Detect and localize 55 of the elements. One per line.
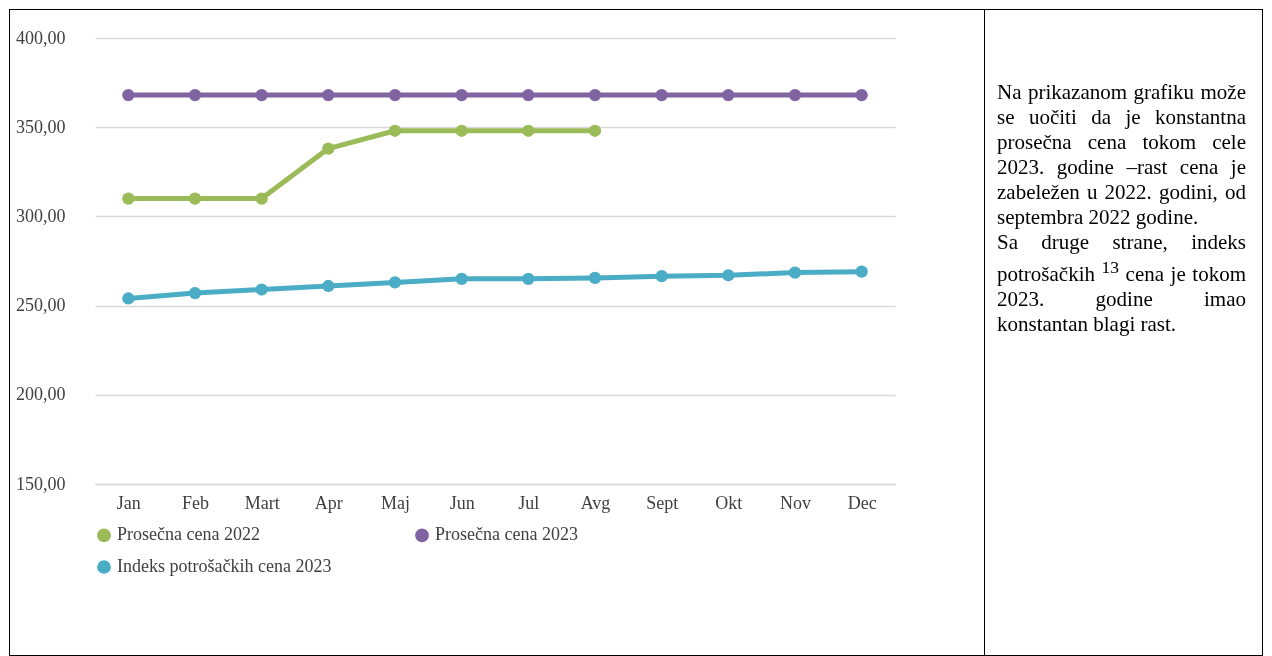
y-tick-label: 150,00 [16,473,66,494]
y-tick-label: 350,00 [16,116,66,137]
text: Na prikazanom grafiku može se uočiti da je konstantna prosečna cena tokom cele 2023. godine –rast cena je zabeležen u 2022. godini, od septembra 2022 godine. [997,80,1246,230]
point [788,88,802,102]
point [722,269,735,282]
point [655,88,668,102]
x-tick-label: Sept [646,492,679,513]
point [855,88,868,102]
point [322,142,335,155]
legend-label: Indeks potrošačkih cena 2023 [117,556,332,576]
point [655,270,668,283]
point [588,271,602,285]
x-tick-label: Avg [580,492,611,513]
x-tick-label: Mart [244,492,280,513]
point [122,292,135,305]
point [522,88,535,102]
x-tick-label: Jun [449,492,475,513]
x-tick-label: Dec [847,492,877,513]
point [188,192,202,205]
legend-label: Prosečna cena 2023 [435,524,578,545]
point [388,276,402,289]
point [522,124,535,137]
x-tick-label: Okt [715,492,743,513]
point [188,287,202,300]
point [855,265,868,278]
point [722,88,735,102]
point [388,124,402,137]
point [322,279,335,293]
x-tick-label: Apr [314,492,343,513]
x-tick-label: Nov [780,492,811,513]
point [322,88,335,102]
point [388,88,402,102]
x-tick-label: Maj [381,492,410,513]
point [188,88,202,102]
point [522,272,535,285]
point [588,88,602,102]
y-tick-label: 300,00 [16,205,66,226]
point [455,272,468,285]
x-tick-label: Feb [182,492,209,513]
point [255,192,268,205]
point [455,124,468,137]
x-tick-label: Jul [518,492,540,513]
legend-label: Prosečna cena 2022 [117,524,260,545]
point [788,266,802,279]
text: Sa druge strane, indeks potrošačkih $^{13}$ cena je tokom 2023. godine imao konstantan blagi rast. [997,230,1246,337]
point [122,192,135,205]
point [255,283,268,296]
point [122,88,135,102]
point [588,124,602,137]
point [255,88,268,102]
y-tick-label: 400,00 [16,27,66,48]
y-tick-label: 200,00 [16,384,66,405]
x-tick-label: Jan [116,492,141,513]
y-tick-label: 250,00 [16,295,66,316]
point [455,88,468,102]
